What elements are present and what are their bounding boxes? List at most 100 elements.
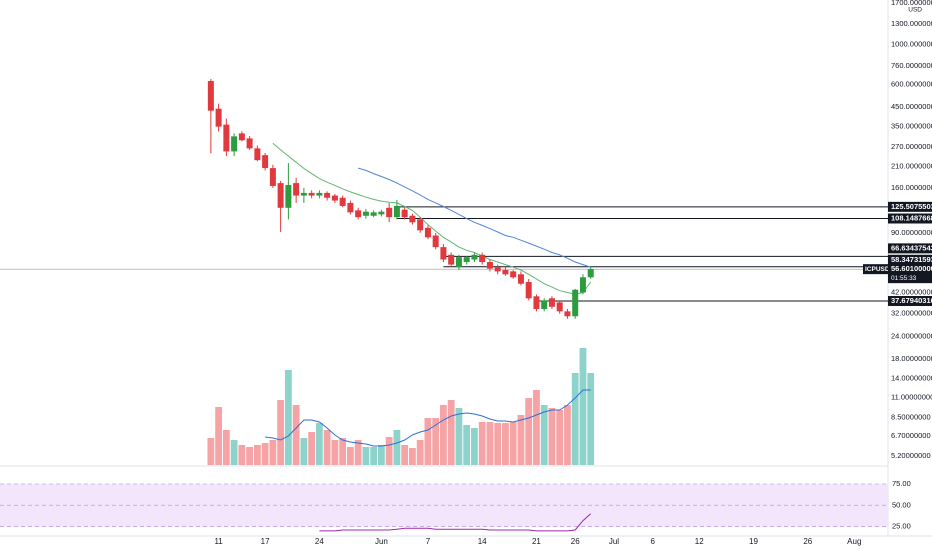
volume-bar	[548, 408, 556, 465]
volume-bar	[222, 430, 230, 465]
candle-body	[471, 254, 478, 260]
candle-body	[463, 257, 470, 263]
price-label: 66.63437543	[891, 243, 932, 252]
candle-body	[494, 267, 501, 272]
ma-slow-line	[357, 167, 591, 268]
volume-bar	[556, 410, 564, 465]
volume-bar	[261, 443, 269, 465]
candle-body	[510, 271, 517, 278]
volume-bar	[269, 440, 277, 465]
candle-body	[587, 269, 594, 278]
x-tick-label: Aug	[847, 537, 861, 546]
candle-body	[548, 298, 555, 307]
rsi-tick-label: 25.00	[892, 522, 911, 531]
candle-body	[231, 136, 238, 152]
candle-body	[424, 227, 431, 238]
volume-bar	[579, 348, 587, 465]
candle-body	[331, 195, 338, 201]
candle-body	[300, 192, 307, 196]
candle-body	[378, 211, 385, 215]
volume-bar	[346, 447, 354, 465]
candle-body	[285, 184, 292, 208]
candle-body	[238, 133, 245, 141]
volume-bar	[432, 418, 440, 465]
price-label-box	[888, 213, 932, 224]
y-tick-label: 11.00000000	[891, 392, 932, 401]
candle-body	[324, 192, 331, 198]
price-label-box	[888, 201, 932, 212]
volume-bar	[486, 422, 494, 465]
volume-bar	[416, 440, 424, 465]
volume-bar	[238, 445, 246, 465]
volume-bar	[362, 447, 370, 465]
last-price-label: 56.60100000	[891, 264, 932, 273]
volume-bar	[502, 423, 509, 465]
candle-body	[502, 269, 509, 275]
candle-body	[525, 282, 532, 299]
y-tick-label: 350.00000000	[891, 122, 932, 131]
y-tick-label: 760.00000000	[891, 61, 932, 70]
candle-body	[339, 197, 346, 206]
y-tick-label: 32.00000000	[891, 309, 932, 318]
volume-bar	[401, 445, 409, 465]
rsi-line	[319, 513, 592, 532]
volume-ma-line	[265, 389, 591, 447]
price-label: 37.67940316	[891, 296, 932, 305]
volume-bar	[525, 398, 533, 465]
candle-body	[486, 262, 493, 269]
volume-bar	[393, 430, 401, 465]
volume-bar	[517, 415, 525, 465]
volume-bar	[587, 373, 595, 465]
y-tick-label: 1300.00000000	[891, 19, 932, 28]
volume-bar	[300, 438, 308, 465]
y-tick-label: 270.00000000	[891, 142, 932, 151]
y-tick-label: 14.00000000	[891, 373, 932, 382]
volume-bar	[424, 418, 432, 465]
volume-bar	[571, 373, 579, 465]
y-tick-label: 6.70000000	[891, 431, 931, 440]
volume-bar	[331, 440, 339, 465]
volume-bar	[277, 400, 285, 465]
currency-label: USD	[908, 7, 922, 14]
volume-bar	[440, 405, 447, 465]
candle-body	[541, 300, 548, 310]
y-tick-label: 24.00000000	[891, 331, 932, 340]
price-label: 125.50755033	[891, 202, 932, 211]
candle-body	[572, 289, 579, 317]
volume-bar	[478, 422, 486, 465]
volume-bar	[471, 428, 478, 465]
x-tick-label: 6	[650, 537, 655, 546]
x-tick-label: Jul	[609, 537, 619, 546]
x-tick-label: 12	[695, 537, 704, 546]
candle-body	[386, 207, 393, 218]
y-tick-label: 90.00000000	[891, 228, 932, 237]
y-tick-label: 1000.00000000	[891, 39, 932, 48]
candle-body	[393, 205, 400, 218]
candle-body	[207, 81, 214, 111]
y-tick-label: 1700.00000000	[891, 0, 932, 7]
candle-body	[355, 210, 362, 218]
symbol-label: ICPUSD	[865, 266, 890, 273]
price-label: 108.14876689	[891, 213, 932, 222]
volume-bar	[339, 438, 347, 465]
candle-body	[556, 302, 563, 312]
y-tick-label: 5.20000000	[891, 451, 931, 460]
countdown-label: 01:55:33	[891, 275, 917, 282]
volume-bar	[315, 423, 323, 465]
candle-body	[262, 155, 269, 169]
candle-body	[246, 138, 253, 149]
x-tick-label: 26	[571, 537, 580, 546]
volume-bar	[378, 445, 385, 465]
volume-bar	[533, 390, 540, 465]
ma-fast-line	[272, 142, 592, 295]
x-tick-label: 19	[749, 537, 758, 546]
candle-body	[440, 247, 447, 260]
candle-body	[293, 183, 300, 196]
candle-body	[432, 235, 439, 248]
volume-bar	[447, 400, 455, 465]
volume-bar	[564, 405, 571, 465]
x-tick-label: 17	[261, 537, 270, 546]
volume-bar	[540, 405, 548, 465]
candle-body	[409, 215, 416, 223]
